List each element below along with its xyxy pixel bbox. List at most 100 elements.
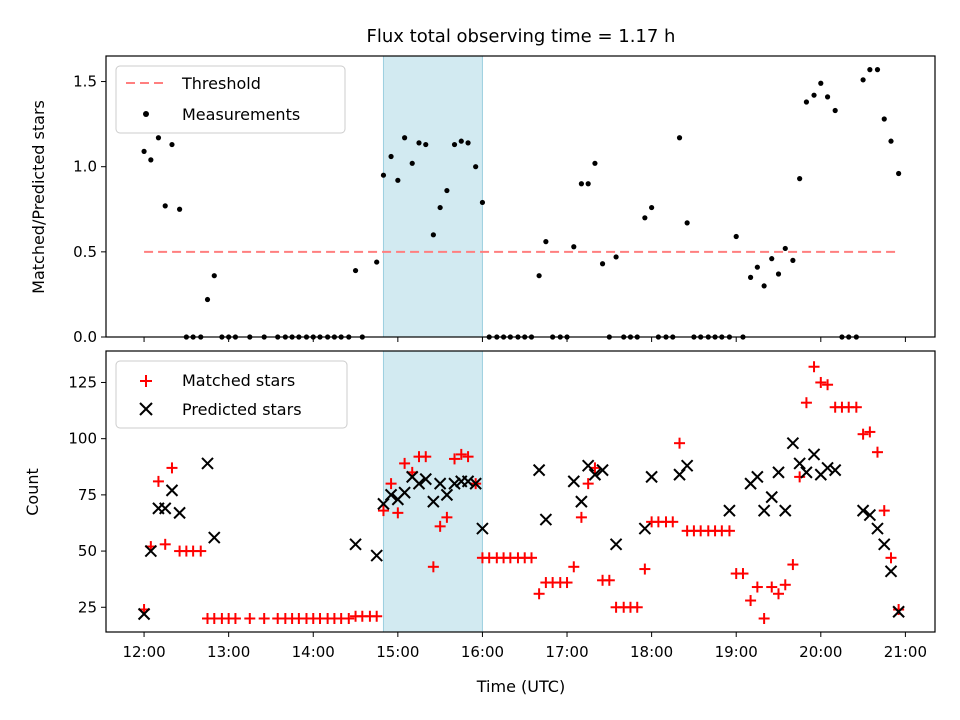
top-panel: 0.0 0.5 1.0 1.5 Matched/Predicted stars Thr… xyxy=(29,55,936,346)
predicted-star-point xyxy=(427,495,440,508)
matched-star-point xyxy=(639,563,651,575)
measurement-point xyxy=(811,92,817,98)
measurement-point xyxy=(380,172,387,178)
predicted-star-point xyxy=(419,472,432,486)
measurement-point xyxy=(571,244,577,250)
bottom-panel: 25 50 75 100 125 12:00 13:00 14:00 15:00 16:00 17… xyxy=(23,350,936,661)
predicted-star-point xyxy=(807,448,821,461)
predicted-star-point xyxy=(370,549,383,562)
matched-star-point xyxy=(878,505,890,517)
bottom-x-ticks: 12:00 13:00 14:00 15:00 16:00 17:00 18:00 19:00… xyxy=(122,632,927,661)
measurement-point xyxy=(374,259,380,265)
top-axes-frame xyxy=(105,55,936,338)
top-y-ticks: 0.0 0.5 1.0 1.5 xyxy=(73,73,106,346)
y-tick-label: 100 xyxy=(68,430,97,448)
x-tick-label: 14:00 xyxy=(292,643,335,661)
predicted-star-point xyxy=(884,565,898,578)
y-tick-label: 1.0 xyxy=(73,158,97,176)
predicted-star-point xyxy=(821,461,834,475)
matched-star-point xyxy=(258,613,270,625)
measurement-point xyxy=(409,160,415,166)
bottom-legend: Matched stars Predicted stars xyxy=(115,360,348,429)
predicted-star-point xyxy=(448,477,461,490)
predicted-star-point xyxy=(461,475,475,488)
x-tick-label: 13:00 xyxy=(207,643,250,661)
predicted-star-point xyxy=(476,522,489,535)
predicted-star-point xyxy=(765,490,778,504)
predicted-star-point xyxy=(828,463,842,477)
x-tick-label: 20:00 xyxy=(799,643,842,661)
measurement-point xyxy=(416,140,422,146)
measurement-point xyxy=(352,267,359,274)
measurement-point xyxy=(395,177,401,183)
measurement-point xyxy=(430,232,436,238)
predicted-star-point xyxy=(433,477,447,490)
predicted-star-point xyxy=(208,531,221,544)
predicted-star-point xyxy=(638,522,652,535)
matched-star-point xyxy=(434,520,446,532)
measurement-point xyxy=(155,135,162,141)
matched-star-point xyxy=(758,613,770,625)
predicted-star-point xyxy=(349,538,362,551)
predicted-star-point xyxy=(800,466,813,479)
measurement-point xyxy=(881,116,887,122)
matched-star-point xyxy=(244,613,256,625)
top-y-axis-label: Matched/Predicted stars xyxy=(29,100,48,294)
measurement-point xyxy=(803,99,810,105)
matched-star-point xyxy=(745,595,757,607)
matched-star-point xyxy=(525,552,537,564)
predicted-star-point xyxy=(772,466,785,479)
measurement-point xyxy=(451,141,458,148)
matched-star-point xyxy=(575,511,587,523)
x-tick-label: 12:00 xyxy=(122,643,165,661)
measurement-point xyxy=(754,264,760,270)
predicted-star-point xyxy=(137,607,151,621)
measurement-point xyxy=(585,181,591,187)
measurement-point xyxy=(388,153,394,160)
measurement-point xyxy=(148,157,154,163)
measurement-point xyxy=(465,140,471,146)
measurement-point xyxy=(162,203,168,209)
matched-star-point xyxy=(779,579,791,591)
predicted-star-point xyxy=(878,538,891,551)
matched-star-point xyxy=(885,552,897,564)
measurement-point xyxy=(204,296,211,303)
measurement-point xyxy=(473,164,479,170)
predicted-star-point xyxy=(892,605,905,618)
bottom-axes-frame xyxy=(105,350,936,633)
bottom-legend-box xyxy=(115,360,348,429)
matched-star-point xyxy=(449,453,461,465)
x-tick-label: 15:00 xyxy=(376,643,419,661)
predicted-star-point xyxy=(863,508,877,522)
matched-star-point xyxy=(787,559,799,571)
measurement-point xyxy=(874,67,881,73)
measurement-point xyxy=(458,138,464,144)
matched-star-point xyxy=(808,361,820,373)
y-tick-label: 0.0 xyxy=(73,328,97,346)
legend-matched-label: Matched stars xyxy=(182,371,295,390)
predicted-star-point xyxy=(412,477,426,490)
measurement-point xyxy=(543,239,549,245)
predicted-star-point xyxy=(539,513,553,526)
measurement-point xyxy=(169,141,175,148)
predicted-star-point xyxy=(757,504,771,517)
matched-star-point xyxy=(455,448,467,460)
measurement-point xyxy=(769,256,775,262)
matched-stars-points xyxy=(138,361,905,625)
predicted-star-point xyxy=(201,457,214,470)
y-tick-label: 0.5 xyxy=(73,243,97,261)
matched-star-point xyxy=(427,561,439,573)
predicted-star-point xyxy=(588,468,602,481)
predicted-star-point xyxy=(581,459,595,472)
measurement-point xyxy=(832,107,838,114)
predicted-star-point xyxy=(469,477,482,490)
measurement-point xyxy=(761,283,767,289)
matched-star-point xyxy=(751,581,763,593)
measurement-point xyxy=(211,273,217,279)
measurement-point xyxy=(599,261,606,267)
legend-threshold-label: Threshold xyxy=(181,74,261,93)
predicted-star-point xyxy=(173,506,186,520)
measurement-point xyxy=(578,181,585,187)
predicted-star-point xyxy=(596,463,609,477)
